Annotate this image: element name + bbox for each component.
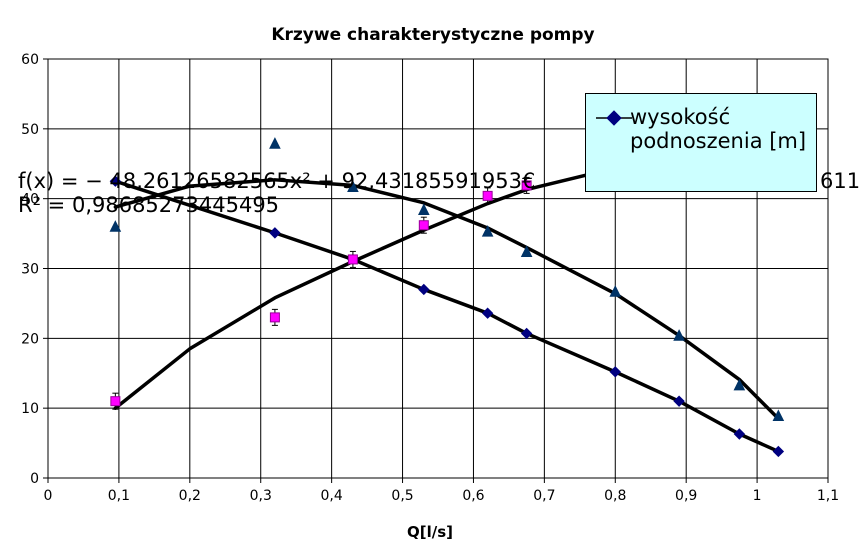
data-point-triangle xyxy=(673,329,685,341)
data-point-triangle xyxy=(733,378,746,391)
data-point-triangle xyxy=(772,409,785,422)
x-tick-label: 1,1 xyxy=(817,488,839,504)
x-tick-label: 0,5 xyxy=(391,488,413,504)
x-tick-label: 0,6 xyxy=(462,488,484,504)
data-point-triangle xyxy=(269,137,281,149)
x-tick-label: 0,9 xyxy=(675,488,697,504)
x-tick-label: 1 xyxy=(753,488,762,504)
data-point-diamond xyxy=(481,307,494,319)
data-point-square xyxy=(418,220,429,231)
data-point-triangle xyxy=(418,203,430,216)
x-tick-label: 0,7 xyxy=(533,488,555,504)
data-point-triangle xyxy=(609,285,622,297)
data-point-diamond xyxy=(520,327,533,340)
data-point-diamond xyxy=(673,395,685,407)
regression-equation-tail: 611 xyxy=(820,169,860,193)
x-tick-label: 0 xyxy=(44,488,53,504)
y-tick-label: 10 xyxy=(21,401,39,417)
data-point-square xyxy=(269,312,280,323)
x-tick-label: 0,3 xyxy=(250,488,272,504)
y-tick-label: 0 xyxy=(30,471,39,487)
y-tick-label: 20 xyxy=(21,331,39,347)
y-tick-label: 30 xyxy=(21,262,39,278)
data-point-triangle xyxy=(481,225,494,237)
trendline-1 xyxy=(113,179,781,454)
data-point-triangle xyxy=(520,245,533,257)
x-tick-label: 0,8 xyxy=(604,488,626,504)
y-tick-label: 50 xyxy=(21,122,39,138)
data-point-diamond xyxy=(269,227,281,239)
data-point-triangle xyxy=(347,180,359,192)
data-point-diamond xyxy=(109,175,122,187)
r-squared-label: R² = 0,98685273445495 xyxy=(18,193,279,217)
chart-title: Krzywe charakterystyczne pompy xyxy=(271,25,594,45)
data-point-triangle xyxy=(109,220,122,232)
data-point-diamond xyxy=(772,445,785,458)
trendline-3 xyxy=(113,173,589,410)
data-point-square xyxy=(482,190,493,201)
x-tick-label: 0,1 xyxy=(108,488,130,504)
x-tick-label: 0,2 xyxy=(179,488,201,504)
regression-equation: f(x) = − 48,26126582565x² + 92,431855919… xyxy=(18,169,535,193)
data-point-diamond xyxy=(733,428,746,440)
data-point-diamond xyxy=(609,366,621,378)
data-point-diamond xyxy=(418,283,430,296)
x-tick-label: 0,4 xyxy=(321,488,343,504)
x-axis-label: Q[l/s] xyxy=(407,523,453,541)
data-point-square xyxy=(521,180,532,191)
data-point-square xyxy=(110,396,121,407)
legend-label: wysokość podnoszenia [m] xyxy=(630,105,807,153)
y-tick-label: 40 xyxy=(21,192,39,208)
y-tick-label: 60 xyxy=(21,52,39,68)
data-point-square xyxy=(347,254,358,265)
legend: wysokość podnoszenia [m] xyxy=(585,93,817,192)
legend-marker-icon xyxy=(596,110,632,126)
